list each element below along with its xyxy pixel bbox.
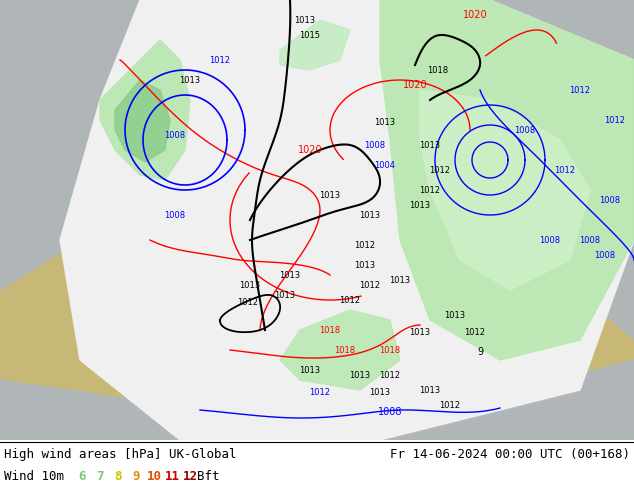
Polygon shape xyxy=(420,90,590,290)
Text: 7: 7 xyxy=(96,469,104,483)
Text: 1013: 1013 xyxy=(370,388,391,396)
Text: High wind areas [hPa] UK-Global: High wind areas [hPa] UK-Global xyxy=(4,447,236,461)
Text: 1013: 1013 xyxy=(240,280,261,290)
Polygon shape xyxy=(115,80,170,162)
Text: 1015: 1015 xyxy=(299,30,321,40)
Text: 1012: 1012 xyxy=(604,116,626,124)
Text: 11: 11 xyxy=(164,469,179,483)
Text: 1013: 1013 xyxy=(275,291,295,299)
Text: 1008: 1008 xyxy=(365,141,385,149)
Text: 1013: 1013 xyxy=(375,118,396,126)
Text: 1012: 1012 xyxy=(555,166,576,174)
Text: 1012: 1012 xyxy=(354,241,375,249)
Text: 1013: 1013 xyxy=(349,370,370,380)
Text: 10: 10 xyxy=(146,469,162,483)
Text: 9: 9 xyxy=(133,469,139,483)
Text: 1012: 1012 xyxy=(569,85,590,95)
Text: 1018: 1018 xyxy=(379,345,401,355)
Text: 1008: 1008 xyxy=(378,407,402,417)
Text: 1013: 1013 xyxy=(359,211,380,220)
Text: 1012: 1012 xyxy=(380,370,401,380)
Polygon shape xyxy=(0,360,634,440)
Polygon shape xyxy=(280,310,400,390)
Text: 1018: 1018 xyxy=(320,325,340,335)
Text: 1012: 1012 xyxy=(359,280,380,290)
Text: 1013: 1013 xyxy=(410,327,430,337)
Text: 1008: 1008 xyxy=(164,130,186,140)
Text: 1013: 1013 xyxy=(420,386,441,394)
Text: 1013: 1013 xyxy=(354,261,375,270)
Text: 1012: 1012 xyxy=(209,55,231,65)
Text: 1013: 1013 xyxy=(410,200,430,210)
Text: 1008: 1008 xyxy=(595,250,616,260)
Text: 1012: 1012 xyxy=(439,400,460,410)
Text: 1013: 1013 xyxy=(389,275,411,285)
Text: 1012: 1012 xyxy=(309,388,330,396)
Text: 1018: 1018 xyxy=(427,66,449,74)
Text: 1013: 1013 xyxy=(179,75,200,84)
Text: 1012: 1012 xyxy=(420,186,441,195)
Polygon shape xyxy=(380,0,634,360)
Text: 1008: 1008 xyxy=(164,211,186,220)
Polygon shape xyxy=(60,0,634,440)
Text: 1012: 1012 xyxy=(339,295,361,304)
Text: 1020: 1020 xyxy=(298,145,322,155)
Polygon shape xyxy=(480,0,634,340)
Text: Bft: Bft xyxy=(197,469,219,483)
Text: 1013: 1013 xyxy=(320,191,340,199)
Text: 1012: 1012 xyxy=(238,297,259,307)
Text: 1020: 1020 xyxy=(403,80,427,90)
Text: 1012: 1012 xyxy=(465,327,486,337)
Text: 1013: 1013 xyxy=(420,141,441,149)
Text: 12: 12 xyxy=(183,469,198,483)
Polygon shape xyxy=(100,40,190,180)
Text: 9: 9 xyxy=(477,347,483,357)
Text: 1020: 1020 xyxy=(463,10,488,20)
Text: 1013: 1013 xyxy=(444,311,465,319)
Text: 1013: 1013 xyxy=(280,270,301,279)
Text: 8: 8 xyxy=(114,469,122,483)
Text: 1008: 1008 xyxy=(579,236,600,245)
Text: 1004: 1004 xyxy=(375,161,396,170)
Text: 1012: 1012 xyxy=(429,166,451,174)
Text: 6: 6 xyxy=(78,469,86,483)
Text: 1018: 1018 xyxy=(335,345,356,355)
Text: Fr 14-06-2024 00:00 UTC (00+168): Fr 14-06-2024 00:00 UTC (00+168) xyxy=(390,447,630,461)
Text: 1008: 1008 xyxy=(599,196,621,204)
Polygon shape xyxy=(280,20,350,70)
Text: Wind 10m: Wind 10m xyxy=(4,469,64,483)
Text: 1008: 1008 xyxy=(514,125,536,135)
Text: 1013: 1013 xyxy=(294,16,316,24)
Text: 1008: 1008 xyxy=(540,236,560,245)
Text: 1013: 1013 xyxy=(299,366,321,374)
Polygon shape xyxy=(0,0,190,290)
